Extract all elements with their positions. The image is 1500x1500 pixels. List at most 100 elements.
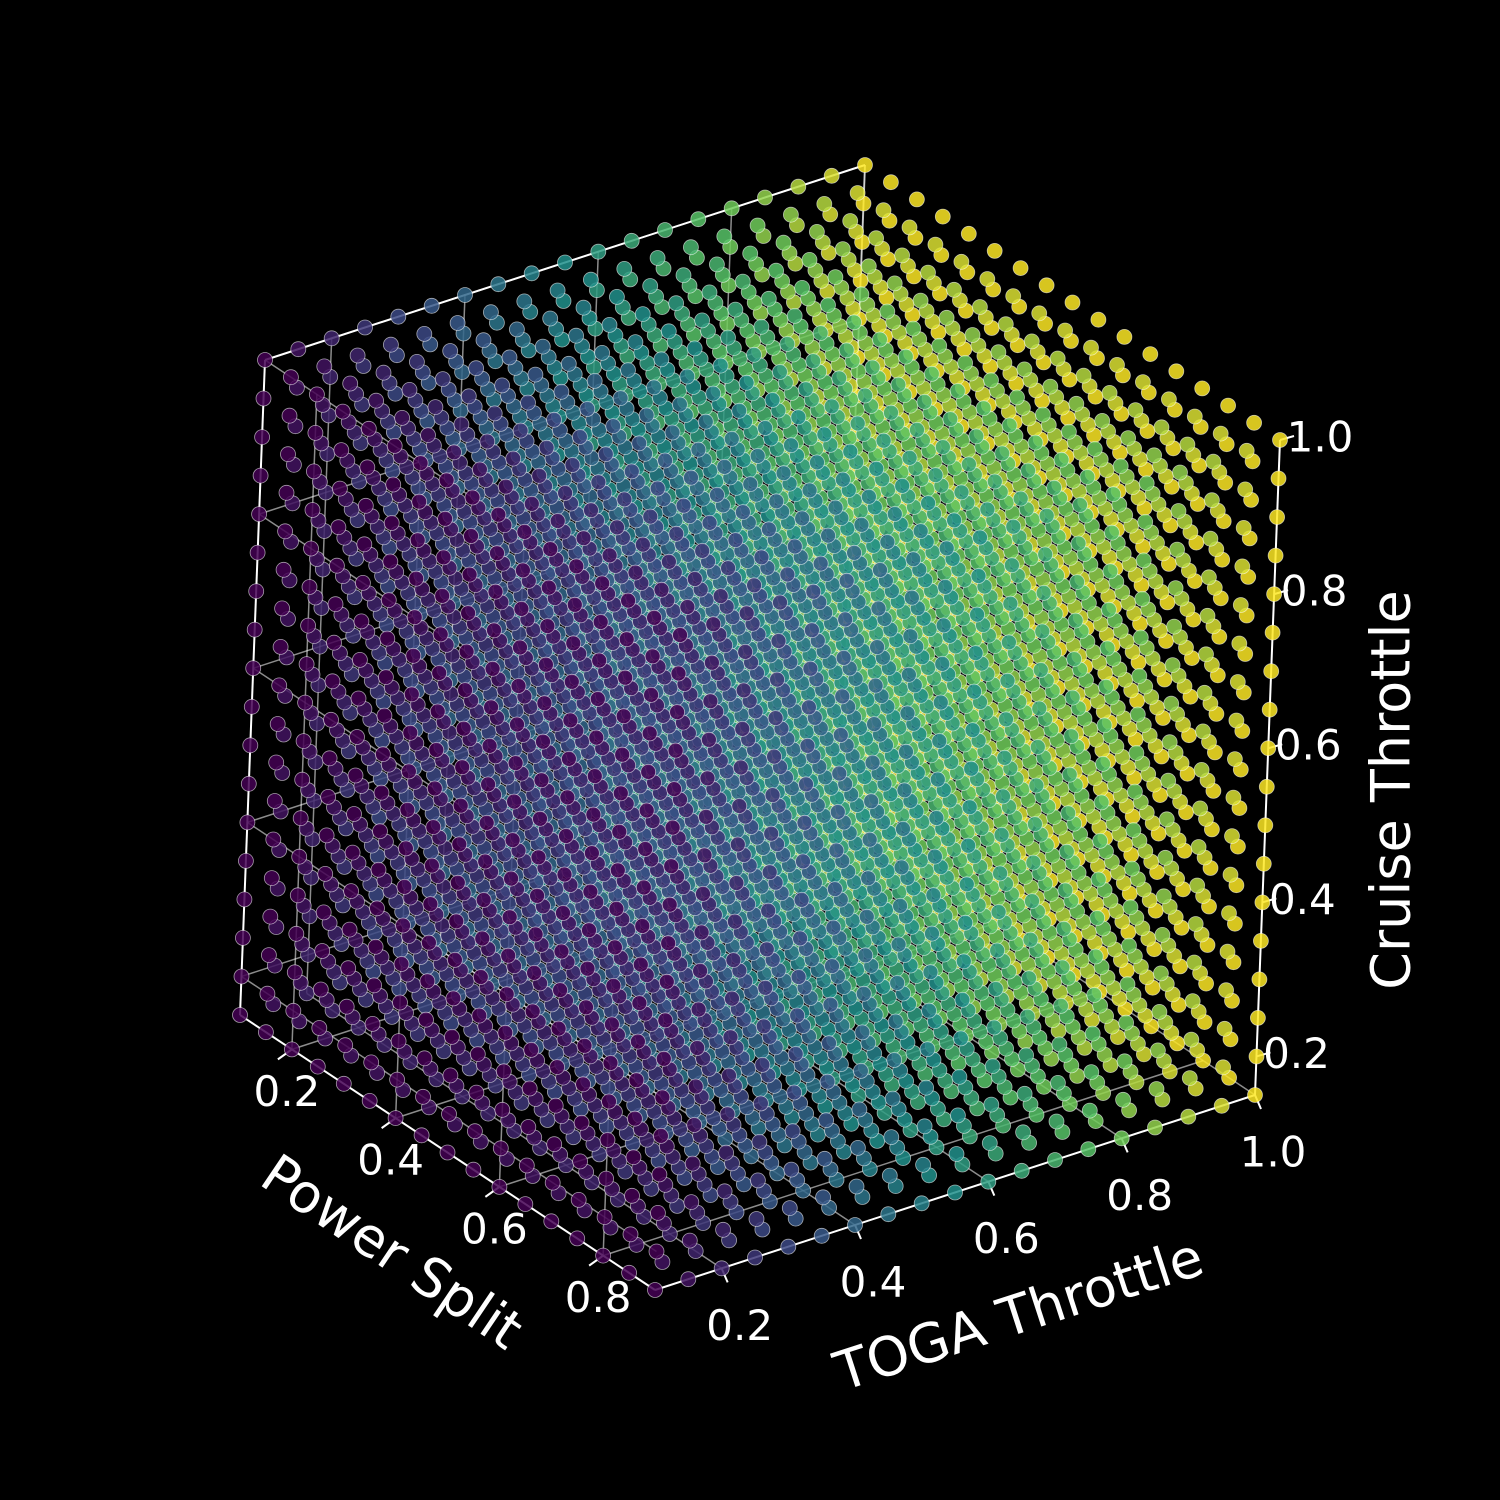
point bbox=[653, 581, 670, 598]
point bbox=[753, 318, 770, 335]
point bbox=[397, 840, 414, 857]
point bbox=[657, 222, 673, 238]
point bbox=[353, 613, 370, 630]
point bbox=[804, 622, 820, 639]
point bbox=[479, 433, 496, 450]
point bbox=[285, 1002, 302, 1019]
point bbox=[872, 562, 888, 578]
point bbox=[516, 524, 533, 540]
point bbox=[731, 798, 748, 814]
point bbox=[523, 1042, 540, 1058]
point bbox=[863, 793, 880, 810]
point bbox=[775, 465, 792, 482]
point bbox=[793, 892, 810, 908]
point bbox=[368, 392, 385, 409]
point bbox=[890, 376, 907, 393]
point bbox=[307, 424, 324, 441]
point bbox=[753, 1095, 769, 1112]
point bbox=[437, 510, 454, 527]
point bbox=[746, 346, 762, 363]
point bbox=[886, 275, 903, 292]
point bbox=[935, 439, 951, 456]
point bbox=[1068, 395, 1085, 412]
point bbox=[632, 956, 649, 973]
point bbox=[370, 861, 387, 878]
point bbox=[620, 362, 636, 379]
point bbox=[487, 583, 504, 600]
point bbox=[372, 823, 388, 840]
point bbox=[605, 418, 622, 435]
point bbox=[472, 969, 489, 985]
point bbox=[812, 325, 829, 342]
point bbox=[282, 369, 299, 386]
point bbox=[718, 1144, 734, 1161]
point bbox=[757, 979, 774, 996]
point bbox=[564, 457, 581, 473]
point bbox=[401, 381, 418, 398]
point bbox=[1049, 350, 1066, 367]
point bbox=[505, 450, 522, 467]
point bbox=[709, 486, 725, 503]
point bbox=[1101, 384, 1118, 401]
point bbox=[983, 372, 999, 389]
point bbox=[623, 232, 640, 249]
point bbox=[696, 847, 713, 864]
point bbox=[308, 386, 325, 403]
points bbox=[232, 157, 1288, 1298]
point bbox=[316, 358, 333, 375]
point bbox=[660, 323, 677, 340]
point bbox=[834, 688, 851, 705]
point bbox=[349, 729, 365, 745]
point bbox=[390, 308, 407, 325]
point bbox=[935, 617, 952, 634]
point bbox=[867, 677, 884, 694]
point bbox=[443, 1029, 460, 1045]
point bbox=[689, 1040, 706, 1056]
point bbox=[556, 866, 573, 883]
point bbox=[427, 399, 444, 416]
point bbox=[916, 393, 933, 410]
point bbox=[695, 886, 711, 902]
point bbox=[590, 474, 607, 491]
point bbox=[970, 568, 987, 584]
point bbox=[820, 297, 836, 314]
point bbox=[540, 579, 557, 596]
point bbox=[327, 596, 344, 613]
point bbox=[737, 644, 754, 660]
point bbox=[864, 359, 881, 376]
point bbox=[701, 731, 717, 748]
point bbox=[232, 1007, 248, 1023]
point bbox=[523, 265, 540, 282]
point bbox=[721, 1067, 737, 1084]
point bbox=[834, 241, 851, 258]
point bbox=[434, 371, 451, 388]
point bbox=[786, 538, 803, 555]
point bbox=[520, 394, 536, 411]
point bbox=[542, 310, 559, 327]
point bbox=[627, 334, 644, 351]
point bbox=[720, 329, 736, 346]
point bbox=[972, 299, 988, 315]
point bbox=[342, 375, 359, 392]
point bbox=[350, 690, 367, 707]
point bbox=[768, 493, 785, 510]
point bbox=[390, 1033, 407, 1049]
point bbox=[274, 600, 291, 617]
point bbox=[341, 921, 358, 938]
point bbox=[439, 1144, 456, 1161]
point bbox=[616, 260, 633, 277]
point bbox=[831, 370, 848, 387]
point bbox=[513, 601, 530, 617]
point bbox=[824, 958, 840, 974]
point bbox=[483, 699, 500, 716]
point bbox=[573, 1114, 590, 1131]
point bbox=[972, 529, 988, 546]
point bbox=[547, 1097, 564, 1114]
point bbox=[653, 351, 670, 368]
point bbox=[727, 301, 744, 318]
point bbox=[802, 660, 819, 677]
point bbox=[648, 1243, 665, 1260]
point bbox=[592, 614, 609, 630]
point bbox=[660, 935, 677, 952]
